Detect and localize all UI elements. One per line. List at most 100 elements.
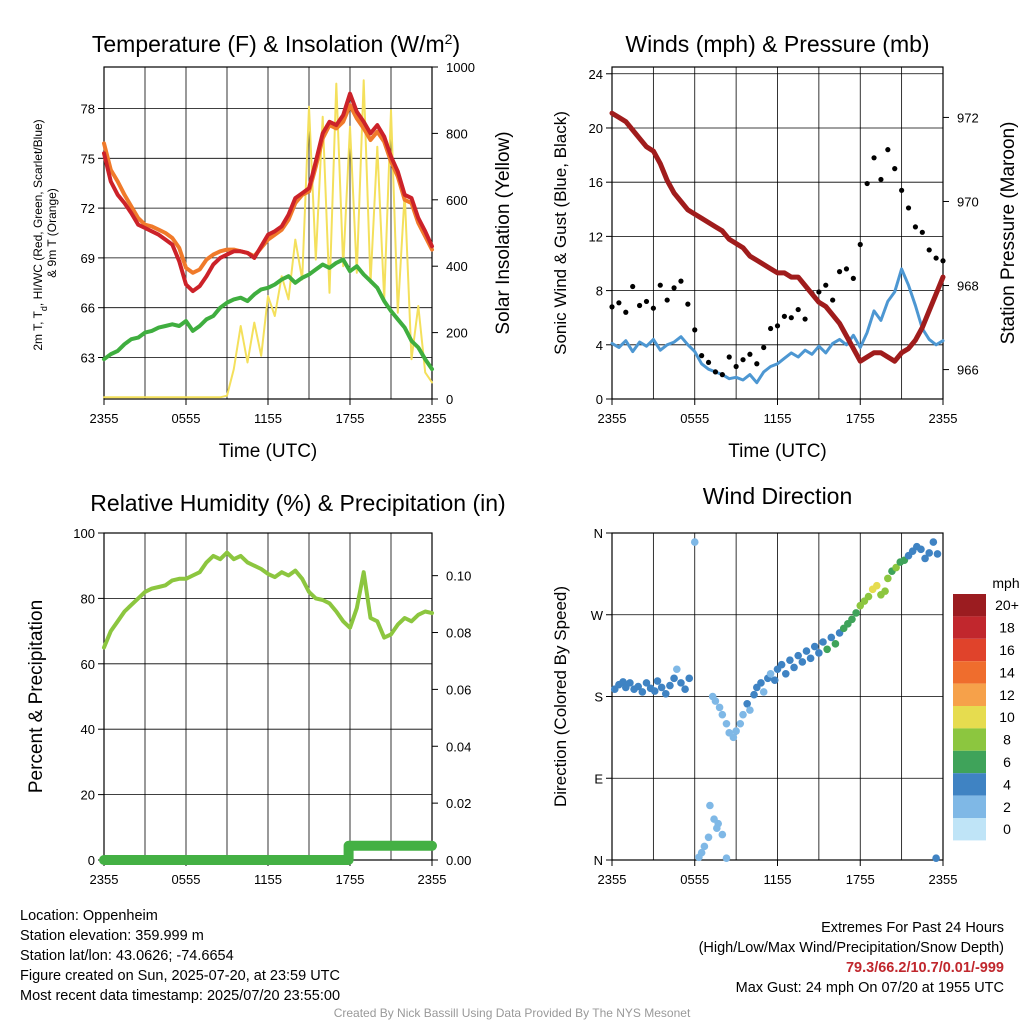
wind-direction-point — [884, 574, 892, 583]
wdir-y-tick-label: W — [591, 608, 604, 623]
wind-direction-point — [794, 651, 802, 660]
rh-x-tick-label: 2355 — [418, 872, 447, 887]
gust-point — [719, 372, 725, 378]
wind-direction-point — [722, 854, 731, 862]
legend-label: 20+ — [995, 597, 1019, 613]
wind-direction-point — [722, 719, 731, 728]
rh-y-tick-label: 60 — [81, 657, 95, 672]
wind-direction-point — [802, 647, 811, 655]
wind-direction-point — [933, 550, 942, 558]
gust-point — [643, 298, 650, 305]
temp-y-tick-label: 72 — [81, 201, 95, 216]
wind-direction-point — [815, 649, 823, 657]
gust-point — [919, 229, 925, 235]
wind-direction-point — [670, 674, 678, 683]
wind-direction-point — [673, 665, 681, 674]
wind-direction-point — [873, 581, 881, 590]
extremes-values: 79.3/66.2/10.7/0.01/-999 — [845, 960, 1004, 976]
wind-direction-panel: Wind Direction 2355 0555 1155 1755 2355 N E S W N D… — [551, 483, 1020, 887]
gust-point — [726, 354, 732, 360]
winds-y-tick-label: 0 — [596, 392, 603, 407]
legend-label: 8 — [1003, 732, 1011, 748]
wind-direction-point — [666, 681, 674, 690]
gust-point — [781, 313, 787, 319]
gust-point — [630, 283, 636, 290]
gust-point — [843, 266, 850, 272]
wind-direction-point — [634, 682, 643, 691]
temp-y2-tick-label: 200 — [446, 326, 468, 341]
credit-text: Created By Nick Bassill Using Data Provi… — [333, 1006, 691, 1020]
gust-point — [685, 301, 691, 307]
winds-x-tick-label: 1155 — [764, 411, 792, 426]
wdir-x-tick-label: 0555 — [680, 872, 709, 887]
temp-x-tick-label: 1155 — [254, 411, 282, 426]
gust-point — [816, 289, 822, 295]
extremes-legend: (High/Low/Max Wind/Precipitation/Snow De… — [698, 940, 1004, 956]
gust-point — [692, 327, 698, 333]
wdir-y-tick-label: E — [594, 771, 603, 786]
wind-direction-point — [798, 658, 807, 666]
gust-point — [850, 275, 856, 281]
temp-y-tick-label: 63 — [81, 351, 95, 366]
wind-direction-point — [681, 685, 689, 694]
legend-label: 2 — [1003, 799, 1011, 815]
legend-title: mph — [992, 575, 1019, 591]
wind-direction-point — [848, 615, 856, 624]
temp-y2-tick-label: 400 — [446, 259, 468, 274]
wind-direction-point — [766, 669, 775, 678]
created-text: Figure created on Sun, 2025-07-20, at 23… — [20, 968, 340, 984]
legend-swatch — [953, 773, 986, 796]
wind-direction-point — [718, 830, 727, 839]
location-text: Location: Oppenheim — [20, 908, 158, 924]
wind-direction-point — [715, 703, 724, 712]
gust-point — [830, 297, 836, 303]
gust-point — [650, 305, 656, 311]
gust-point — [857, 241, 863, 248]
gust-point — [926, 247, 932, 253]
temp-y2-axis-label: Solar Insolation (Yellow) — [493, 131, 514, 334]
rh-y-tick-label: 40 — [81, 722, 95, 737]
wind-direction-point — [657, 683, 666, 692]
legend-label: 4 — [1003, 776, 1011, 792]
gust-point — [740, 357, 746, 363]
rh-y2-tick-label: 0.00 — [446, 853, 471, 868]
winds-y2-tick-label: 972 — [957, 110, 979, 125]
latlon-text: Station lat/lon: 43.0626; -74.6654 — [20, 948, 234, 964]
wind-direction-point — [642, 679, 651, 687]
legend-swatch — [953, 706, 986, 729]
legend-swatch — [953, 594, 986, 617]
wind-direction-point — [700, 842, 709, 851]
wind-direction-point — [739, 710, 747, 719]
gust-point — [664, 297, 670, 303]
temp-x-tick-label: 2355 — [418, 411, 447, 426]
wind-direction-point — [781, 669, 790, 678]
gust-point — [940, 258, 946, 264]
rh-x-tick-label: 1755 — [336, 872, 365, 887]
winds-y-tick-label: 4 — [596, 338, 603, 353]
winds-y-tick-label: 24 — [589, 67, 603, 82]
legend-swatch — [953, 728, 986, 751]
temp-y-axis-label-line2: & 9m T (Orange) — [45, 188, 59, 278]
wind-direction-point — [750, 690, 758, 699]
gust-point — [671, 285, 677, 291]
recent-data-text: Most recent data timestamp: 2025/07/20 2… — [20, 988, 341, 1004]
wind-direction-point — [704, 833, 713, 842]
gust-point — [754, 361, 760, 367]
wind-direction-point — [736, 719, 745, 728]
wind-direction-point — [677, 679, 685, 687]
station-info: Location: Oppenheim Station elevation: 3… — [20, 906, 340, 1006]
wdir-x-tick-label: 2355 — [929, 872, 958, 887]
rh-y-tick-label: 20 — [81, 788, 95, 803]
gust-point — [933, 255, 939, 261]
wind-direction-point — [685, 674, 694, 683]
wdir-y-tick-label: N — [594, 853, 603, 868]
rh-x-tick-label: 1155 — [254, 872, 282, 887]
extremes-info: Extremes For Past 24 Hours (High/Low/Max… — [699, 918, 1004, 998]
wind-direction-point — [892, 563, 900, 572]
winds-y-tick-label: 20 — [589, 121, 603, 136]
rh-x-tick-label: 2355 — [90, 872, 119, 887]
gust-point — [623, 309, 629, 315]
legend-label: 10 — [999, 709, 1015, 725]
gust-point — [636, 302, 643, 309]
gust-point — [747, 351, 753, 357]
